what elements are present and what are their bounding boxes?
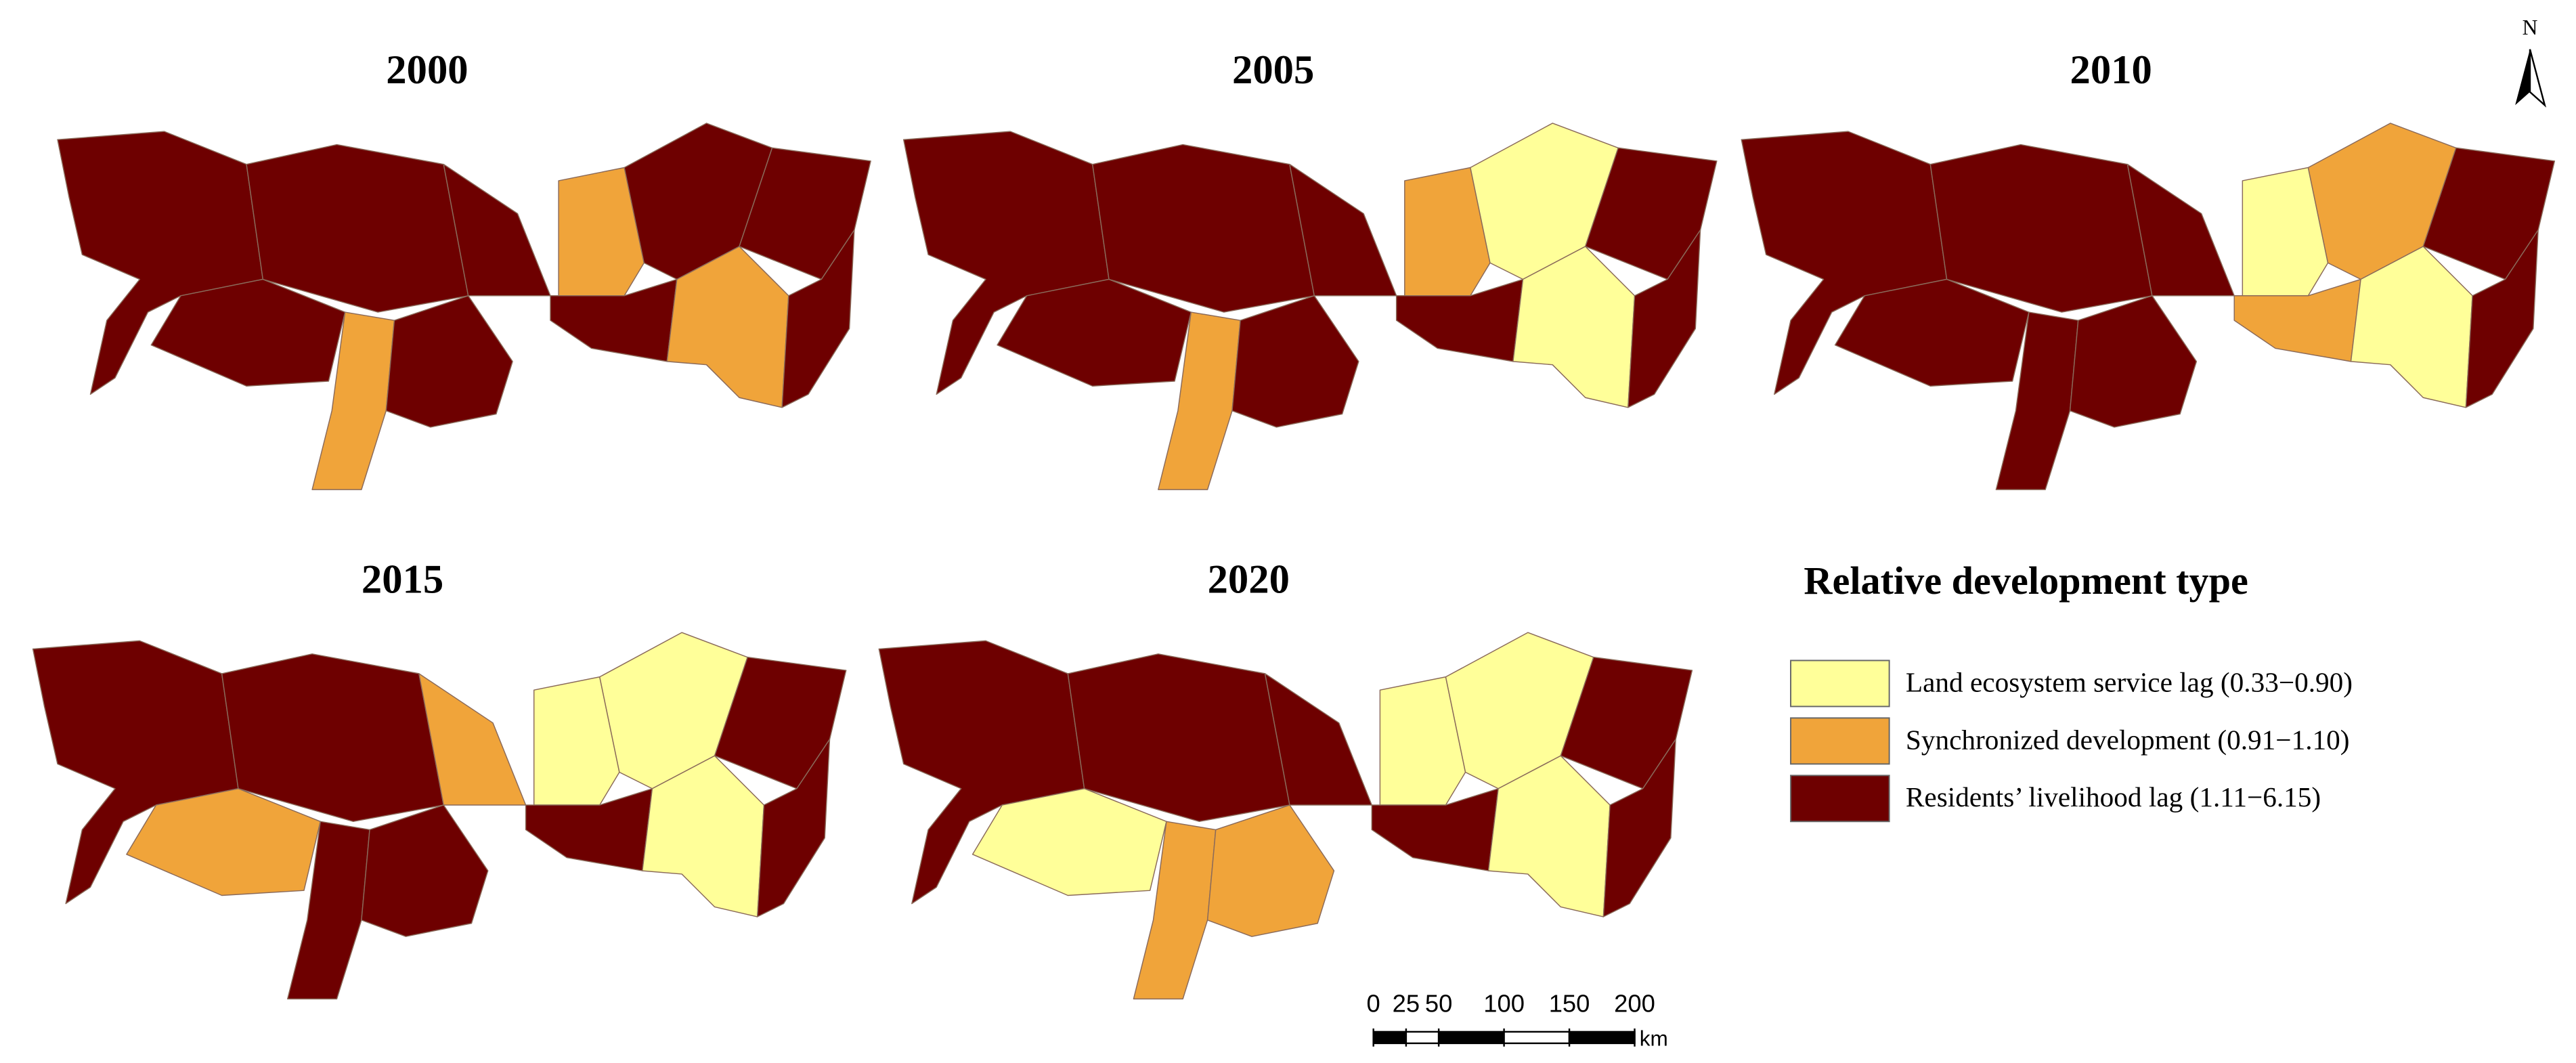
region [2069,295,2198,428]
region [558,167,645,297]
scale-label: 0 [1367,990,1380,1018]
legend-label: Land ecosystem service lag (0.33−0.90) [1906,666,2353,698]
region [1512,246,1636,408]
region [642,755,765,917]
map-panel: 2000 [57,47,871,490]
scale-segment [1372,1031,1407,1045]
region [385,295,513,428]
region [624,123,773,280]
map-title: 2020 [1208,557,1290,602]
region [1834,278,2030,387]
scale-label: 200 [1614,990,1655,1018]
scale-label: 25 [1393,990,1420,1018]
legend-swatch [1790,659,1890,708]
map-panel: 2015 [32,557,847,1000]
north-arrow-left [2515,49,2530,106]
north-label: N [2523,16,2538,39]
map-panel: 2005 [902,47,1718,490]
region [1404,167,1491,297]
region [1379,676,1466,806]
scale-label: 50 [1425,990,1452,1018]
legend-swatch [1790,775,1890,823]
scale-unit: km [1640,1026,1668,1050]
region [1445,632,1594,789]
region [361,804,489,937]
region [1231,295,1359,428]
legend-title: Relative development type [1804,559,2248,603]
region [781,229,855,408]
region [1487,755,1611,917]
region [972,788,1167,896]
map-title: 2000 [386,47,468,93]
legend-label: Synchronized development (0.91−1.10) [1906,724,2350,756]
region [1602,739,1676,917]
region [756,739,831,917]
region [2350,246,2473,408]
region [1628,229,1701,408]
region [666,246,789,408]
map-title: 2005 [1232,47,1314,93]
region [150,278,346,387]
region [2465,229,2539,408]
legend-swatch [1790,717,1890,765]
region [2307,123,2457,280]
scale-segment [1405,1031,1440,1045]
scale-segment [1437,1031,1505,1045]
region [533,676,620,806]
region [599,632,748,789]
scale-segment [1503,1031,1571,1045]
map-panel: 2020 [878,557,1693,1000]
map-title: 2015 [362,557,443,602]
region [2242,167,2329,297]
region [997,278,1192,387]
map-panel: 2010 [1741,47,2556,490]
region [1206,804,1335,937]
north-arrow-right [2529,49,2547,108]
scale-segment [1568,1031,1636,1045]
legend-label: Residents’ livelihood lag (1.11−6.15) [1906,781,2321,813]
scale-label: 150 [1549,990,1590,1018]
region [1470,123,1619,280]
north-arrow: N [2515,16,2547,108]
region [126,788,321,896]
scale-label: 100 [1483,990,1525,1018]
map-title: 2010 [2070,47,2152,93]
